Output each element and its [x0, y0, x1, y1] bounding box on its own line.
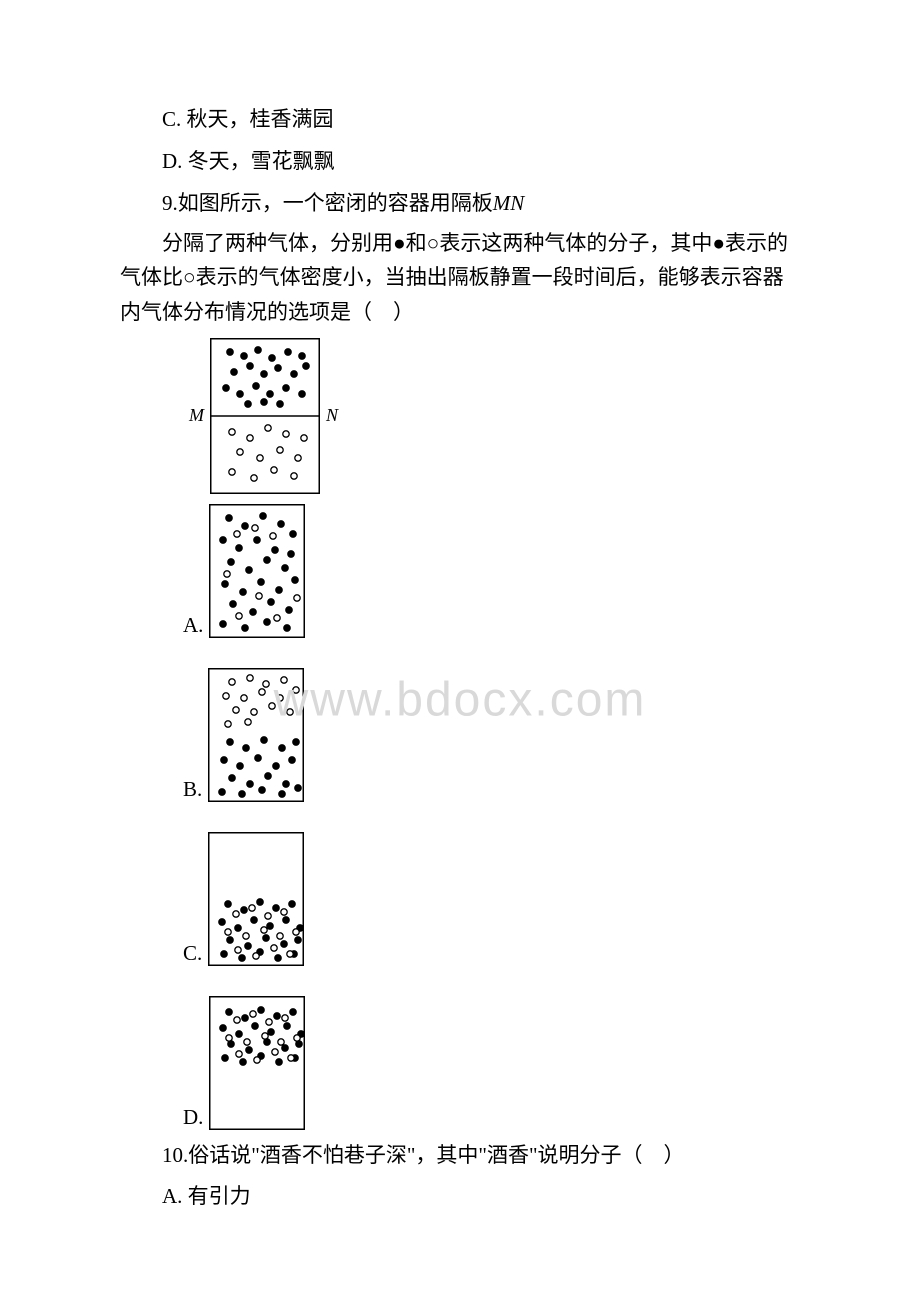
q9-option-d-label: D.: [183, 1105, 203, 1130]
q9-main-diagram-wrap: M N: [120, 338, 800, 494]
option-c: C. 秋天，桂香满园: [120, 100, 800, 140]
mn-label: MN: [493, 191, 525, 215]
q9-option-b-diagram: [208, 668, 304, 802]
q10-option-a: A. 有引力: [120, 1177, 800, 1217]
q9-option-d-row: D.: [120, 996, 800, 1130]
label-n: N: [326, 405, 338, 426]
q9-option-c-label: C.: [183, 941, 202, 966]
q9-option-b-label: B.: [183, 777, 202, 802]
q9-stem-text: 9.如图所示，一个密闭的容器用隔板: [162, 191, 493, 215]
q9-stem: 9.如图所示，一个密闭的容器用隔板MN: [120, 184, 800, 224]
q9-option-c-diagram: [208, 832, 304, 966]
q9-option-a-label: A.: [183, 613, 203, 638]
q9-option-b-row: B.: [120, 668, 800, 802]
label-m: M: [189, 405, 204, 426]
q9-option-a-diagram: [209, 504, 305, 638]
option-d: D. 冬天，雪花飘飘: [120, 142, 800, 182]
q10-stem: 10.俗话说"酒香不怕巷子深"，其中"酒香"说明分子（ ）: [120, 1136, 800, 1176]
q9-main-diagram: [210, 338, 320, 494]
q9-option-d-diagram: [209, 996, 305, 1130]
q9-option-a-row: A.: [120, 504, 800, 638]
q9-body: 分隔了两种气体，分别用●和○表示这两种气体的分子，其中●表示的气体比○表示的气体…: [120, 226, 800, 330]
q9-option-c-row: C.: [120, 832, 800, 966]
